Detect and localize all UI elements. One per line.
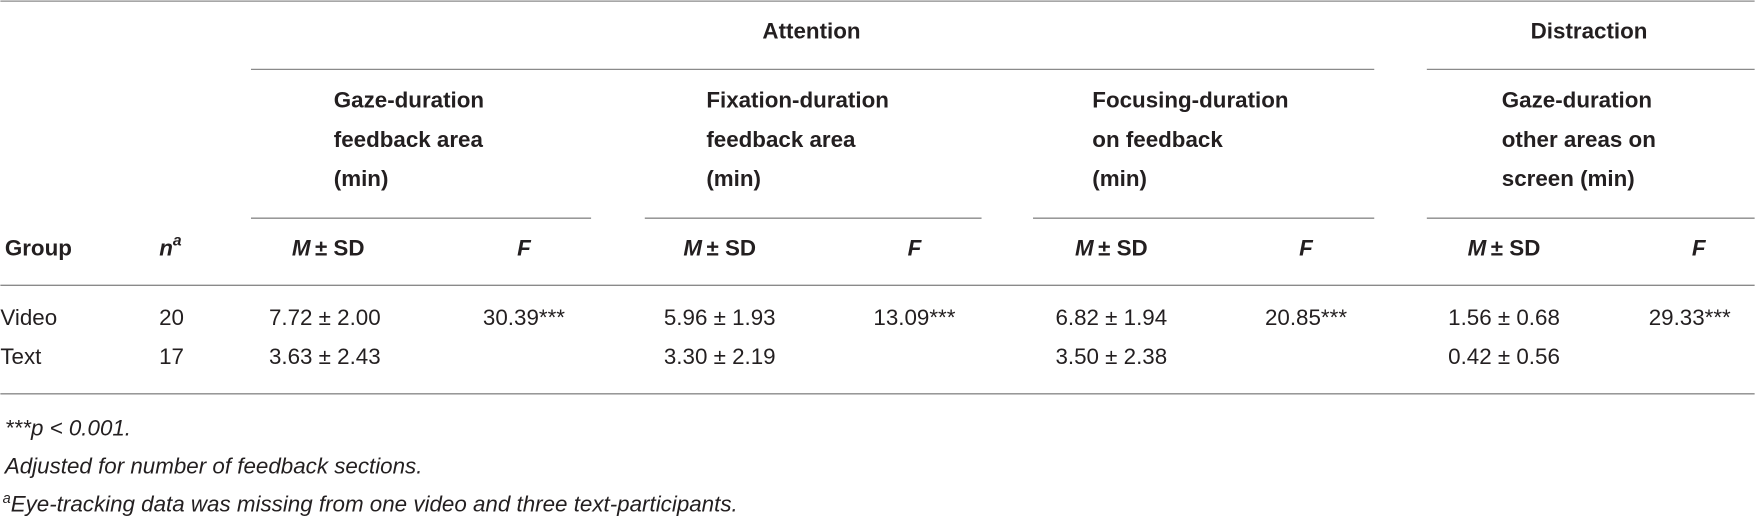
measure-header: Focusing-duration [1092,88,1288,113]
column-header-sd: ± SD [707,235,757,260]
row-label: Text [0,344,42,369]
column-header: F [1692,235,1707,260]
column-header: F [1299,235,1314,260]
column-header-n: n [159,235,173,260]
note: ***p < 0.001. [5,416,131,441]
column-header: na [159,233,182,261]
column-header-m: M [1468,235,1488,260]
cell: 20.85*** [1265,305,1347,330]
cell: 6.82 ± 1.94 [1055,305,1167,330]
measure-header: (min) [1092,166,1147,191]
measure-header: (min) [334,166,389,191]
measure-header: Gaze-duration [1502,88,1652,113]
column-header: F [908,235,923,260]
column-header: M ± SD [1468,235,1541,260]
cell: 5.96 ± 1.93 [664,305,776,330]
cell: 3.63 ± 2.43 [269,344,381,369]
footnote-marker: a [173,233,182,250]
column-header-sd: ± SD [1098,235,1148,260]
footnote-text: Eye-tracking data was missing from one v… [11,492,738,517]
cell: 13.09*** [873,305,955,330]
measure-header: feedback area [706,127,856,152]
cell: 1.56 ± 0.68 [1448,305,1560,330]
measure-header: other areas on [1502,127,1656,152]
column-header: M ± SD [683,235,756,260]
column-header: M ± SD [292,235,365,260]
cell: 3.50 ± 2.38 [1055,344,1167,369]
measure-header: on feedback [1092,127,1223,152]
footnote: aEye-tracking data was missing from one … [3,491,738,517]
group-header: Distraction [1531,18,1648,43]
cell: 20 [159,305,184,330]
measure-header: screen (min) [1502,166,1635,191]
cell: 7.72 ± 2.00 [269,305,381,330]
cell: 3.30 ± 2.19 [664,344,776,369]
row-label: Video [0,305,57,330]
column-header-m: M [683,235,703,260]
cell: 0.42 ± 0.56 [1448,344,1560,369]
measure-header: Fixation-duration [706,88,889,113]
measure-header: (min) [706,166,761,191]
column-header: F [517,235,532,260]
cell: 30.39*** [483,305,565,330]
footnote-marker: a [3,491,11,507]
column-header-sd: ± SD [1491,235,1541,260]
note: Adjusted for number of feedback sections… [3,454,423,479]
measure-header: Gaze-duration [334,88,484,113]
column-header: M ± SD [1075,235,1148,260]
column-header-sd: ± SD [315,235,365,260]
column-header-m: M [292,235,312,260]
measure-header: feedback area [334,127,484,152]
cell: 29.33*** [1649,305,1731,330]
column-header-m: M [1075,235,1095,260]
cell: 17 [159,344,184,369]
group-header: Attention [762,18,860,43]
column-header: Group [5,235,72,260]
